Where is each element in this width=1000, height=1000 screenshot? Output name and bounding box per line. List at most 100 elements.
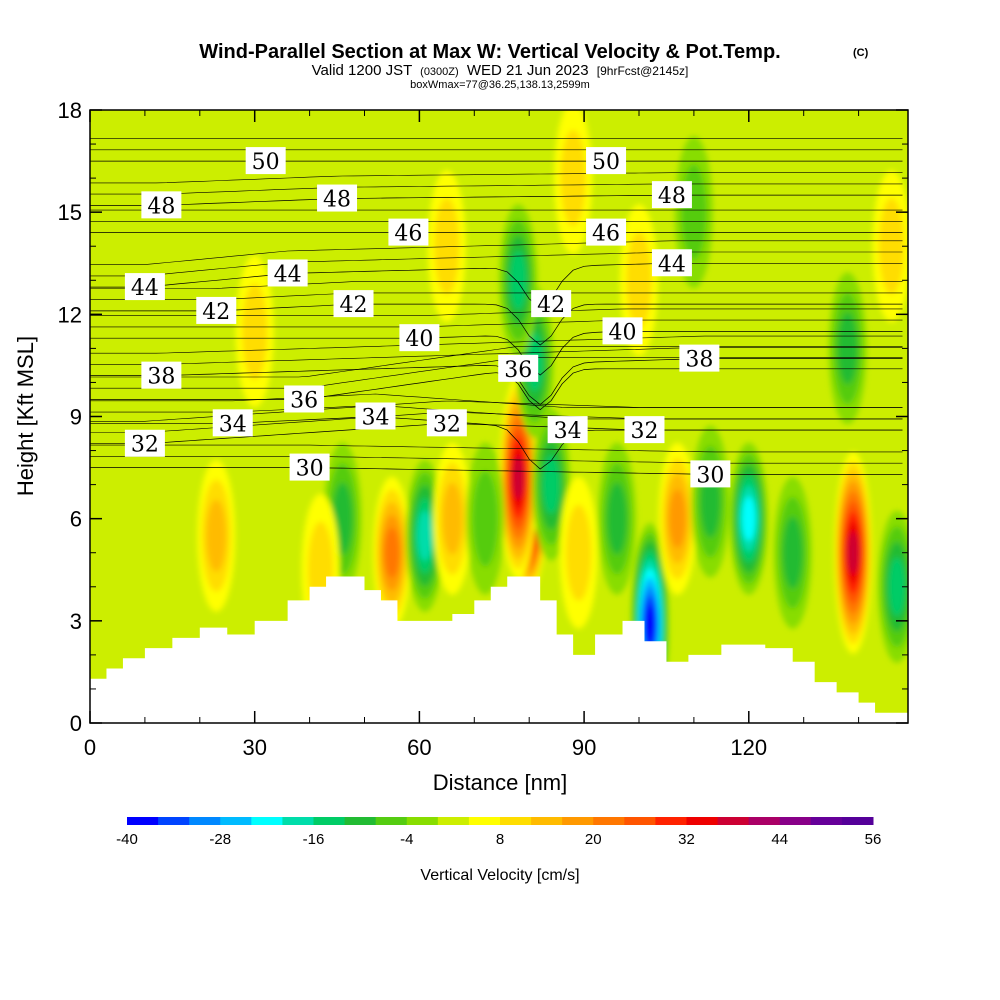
isentrope-label: 34 [547, 416, 588, 444]
isentrope-line [90, 183, 903, 195]
colorbar-swatch [406, 817, 439, 825]
isentrope-line [90, 262, 903, 309]
velocity-contour-fill [512, 456, 524, 499]
isentrope-label-text: 50 [592, 150, 620, 175]
isentrope-label-text: 50 [252, 150, 280, 175]
velocity-contour-fill [542, 455, 560, 514]
isentrope-label-box [355, 402, 396, 430]
velocity-cell [658, 442, 697, 595]
isentrope-label-text: 36 [290, 388, 318, 413]
isentrope-label: 38 [679, 344, 720, 373]
isentrope-label-text: 36 [504, 358, 532, 383]
velocity-contour-fill [472, 470, 498, 567]
isentrope-line [90, 331, 903, 376]
velocity-cell [433, 442, 472, 595]
valid-date-label: WED 21 Jun 2023 [467, 62, 589, 79]
colorbar-swatch [748, 817, 781, 825]
colorbar-tick-label: 32 [678, 831, 695, 848]
isentrope-label-box [124, 429, 165, 457]
isentrope-label-text: 46 [394, 222, 422, 247]
colorbar-swatch [531, 817, 563, 825]
colorbar-tick-label: -16 [303, 831, 325, 848]
colorbar-tick-label: -40 [116, 831, 138, 848]
colorbar-swatch [127, 817, 159, 825]
chart-subtitle: Valid 1200 JST (0300Z) WED 21 Jun 2023 [… [312, 62, 689, 79]
x-axis-title: Distance [nm] [433, 770, 568, 795]
colorbar-tick-label: 20 [585, 831, 602, 848]
velocity-cell [372, 476, 411, 629]
colorbar-swatch [562, 817, 594, 825]
velocity-contour-fill [669, 489, 686, 548]
isentrope-label: 44 [267, 259, 308, 287]
y-tick-label: 0 [70, 711, 82, 736]
velocity-contour-fill [607, 482, 627, 555]
isentrope-label-text: 38 [147, 365, 175, 390]
isentrope-label-text: 46 [592, 222, 620, 247]
isentrope-label-box [651, 181, 692, 209]
velocity-cell [773, 476, 812, 629]
isentrope-label-box [531, 290, 572, 318]
colorbar-swatch [686, 817, 719, 825]
potential-temperature-contours [90, 138, 903, 475]
x-tick-label: 0 [84, 735, 96, 760]
isentrope-label-box [651, 249, 692, 277]
isentrope-label: 48 [317, 184, 358, 213]
velocity-cell [554, 110, 593, 255]
isentrope-label-text: 42 [202, 300, 230, 325]
isentrope-label-box [141, 361, 182, 389]
isentrope-label: 36 [498, 354, 539, 383]
isentrope-label: 34 [355, 402, 396, 431]
velocity-contour-fill [837, 312, 858, 385]
velocity-cell [405, 459, 444, 612]
x-tick-label: 60 [407, 735, 431, 760]
isentrope-line [90, 319, 903, 328]
velocity-contour-fill [626, 232, 652, 329]
y-tick-label: 9 [70, 405, 82, 430]
colorbar-ticks: -40 -28 -16 -4 8 20 32 44 56 [116, 831, 881, 848]
isentrope-line [90, 444, 903, 453]
isentrope-label-box [124, 273, 165, 301]
isentrope-label-box [289, 453, 330, 481]
velocity-contour-fill [442, 482, 463, 555]
isentrope-label: 44 [651, 249, 692, 277]
isentrope-label-text: 34 [554, 419, 582, 444]
isentrope-line [90, 347, 903, 365]
colorbar-swatch [655, 817, 687, 825]
isentrope-label-box [388, 218, 429, 246]
isentrope-label-box [498, 354, 539, 382]
colorbar-swatch [313, 817, 346, 825]
velocity-contour-fill [878, 198, 905, 295]
isentrope-label-box [426, 409, 467, 437]
velocity-cell [427, 170, 466, 323]
isentrope-line [90, 335, 903, 354]
colorbar-tick-label: -4 [400, 831, 413, 848]
isentrope-label-text: 48 [323, 188, 351, 213]
isentrope-label: 42 [196, 296, 237, 325]
colorbar-swatch [593, 817, 625, 825]
colorbar-swatch [437, 817, 470, 825]
isentrope-label-box [679, 344, 720, 372]
colorbar-swatch [344, 817, 377, 825]
box-wmax-label: boxWmax=77@36.25,138.13,2599m [410, 79, 590, 91]
velocity-cell [872, 170, 908, 323]
isentrope-label-box [267, 259, 308, 287]
colorbar-swatch [468, 817, 501, 825]
velocity-contour-fill [560, 130, 586, 227]
isentrope-label: 34 [212, 409, 253, 437]
forecast-label: [9hrFcst@2145z] [597, 64, 689, 78]
x-axis: 0 30 60 90 120 [84, 110, 860, 760]
isentrope-label: 30 [289, 453, 330, 482]
isentrope-label: 50 [586, 147, 627, 175]
velocity-cell [828, 272, 867, 425]
isentrope-label: 30 [690, 460, 731, 488]
isentrope-label-text: 34 [219, 412, 247, 437]
colorbar-swatch [717, 817, 750, 825]
isentrope-label-text: 44 [131, 276, 159, 301]
velocity-cell [235, 255, 274, 408]
colorbar-swatch [624, 817, 656, 825]
y-tick-label: 18 [58, 98, 82, 123]
isentrope-line [90, 456, 903, 464]
isentrope-label-text: 34 [361, 406, 389, 431]
isentrope-label: 44 [124, 273, 165, 301]
